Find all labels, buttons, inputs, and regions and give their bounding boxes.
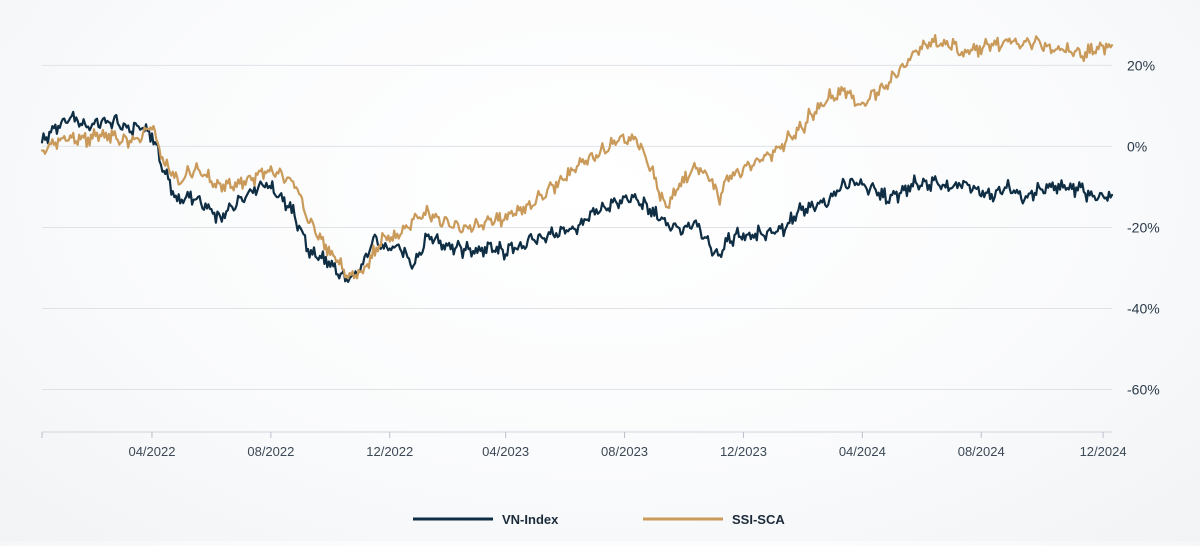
series-lines [40,34,1114,283]
x-tick-label: 04/2024 [839,444,886,459]
x-tick-label: 04/2023 [482,444,529,459]
x-axis [41,431,1112,438]
legend-label: SSI-SCA [732,512,785,527]
y-tick-label: 0% [1127,138,1147,154]
y-tick-label: -40% [1127,300,1160,316]
x-tick-label: 04/2022 [128,444,175,459]
x-tick-label: 12/2024 [1080,444,1127,459]
series-line-ssi-sca [40,34,1114,280]
x-tick-label: 12/2022 [366,444,413,459]
series-line-vn-index [40,110,1114,283]
y-axis-labels: 20% 0% -20% -40% -60% [1127,57,1160,397]
legend-item-ssi-sca[interactable]: SSI-SCA [643,512,785,527]
grid-lines [42,64,1112,390]
x-tick-label: 12/2023 [720,444,767,459]
x-tick-label: 08/2022 [247,444,294,459]
legend-label: VN-Index [502,512,559,527]
y-tick-label: 20% [1127,57,1155,73]
y-tick-label: -20% [1127,219,1160,235]
legend-item-vn-index[interactable]: VN-Index [413,512,559,527]
x-tick-label: 08/2024 [958,444,1005,459]
legend[interactable]: VN-Index SSI-SCA [413,512,785,527]
x-axis-labels: 04/2022 08/2022 12/2022 04/2023 08/2023 12/20… [128,444,1126,459]
x-tick-label: 08/2023 [601,444,648,459]
y-tick-label: -60% [1127,381,1160,397]
